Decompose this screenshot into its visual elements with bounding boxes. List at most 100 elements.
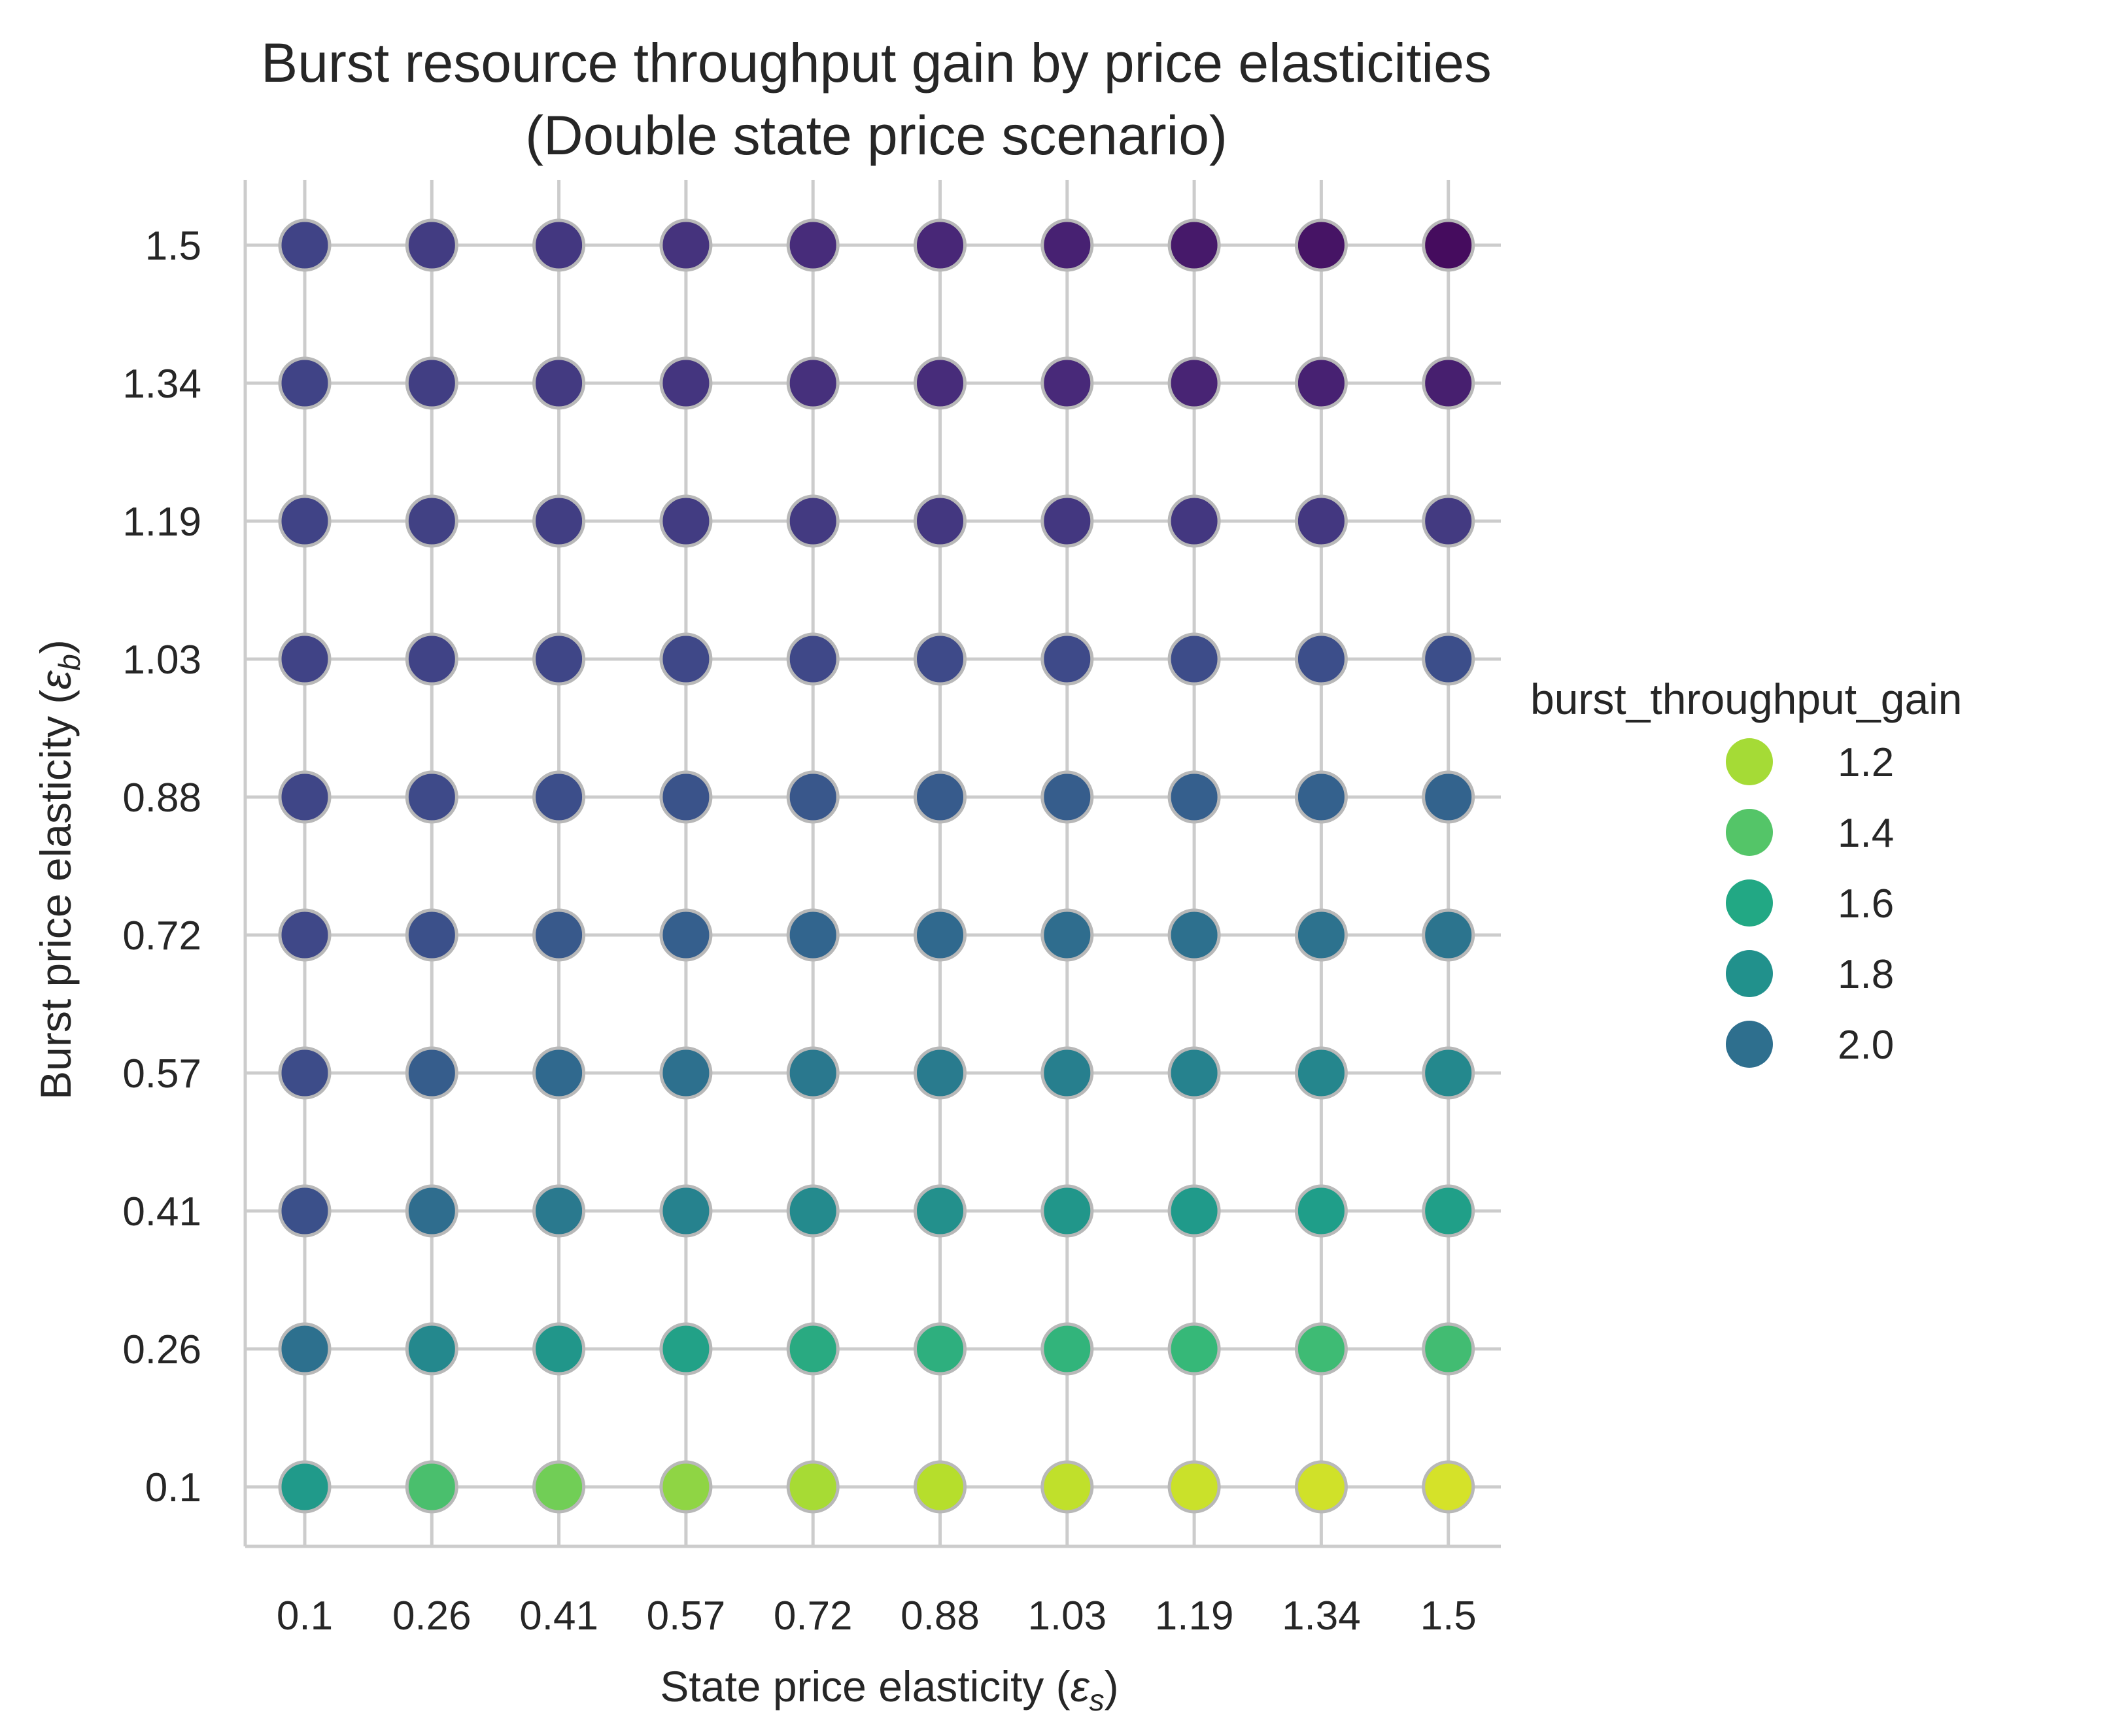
y-tick-label: 1.34	[122, 362, 201, 407]
scatter-point	[532, 1460, 586, 1514]
scatter-point	[914, 1046, 967, 1100]
scatter-point	[914, 356, 967, 410]
scatter-point	[405, 1460, 458, 1514]
chart-title-line1: Burst resource throughput gain by price …	[261, 32, 1492, 94]
scatter-point	[278, 1184, 332, 1238]
scatter-point	[659, 1046, 713, 1100]
scatter-point	[914, 1322, 967, 1376]
x-axis-label: State price elasticity (εs)	[660, 1662, 1118, 1717]
axes-spines	[243, 180, 1501, 1548]
scatter-point	[1422, 1184, 1475, 1238]
scatter-point	[659, 1460, 713, 1514]
scatter-point	[278, 1460, 332, 1514]
scatter-point	[1294, 1460, 1348, 1514]
scatter-point	[786, 908, 840, 962]
scatter-point	[532, 1322, 586, 1376]
y-tick-label: 0.41	[122, 1189, 201, 1234]
legend-label: 1.2	[1838, 740, 1894, 785]
legend-label: 1.6	[1838, 881, 1894, 927]
scatter-point	[278, 356, 332, 410]
legend-marker	[1726, 1021, 1773, 1068]
scatter-point	[405, 356, 458, 410]
y-tick-label: 0.57	[122, 1051, 201, 1097]
scatter-point	[405, 1184, 458, 1238]
scatter-point	[1040, 356, 1094, 410]
scatter-point	[1167, 218, 1221, 272]
x-tick-label: 1.03	[1027, 1593, 1107, 1639]
scatter-point	[532, 632, 586, 686]
scatter-point	[786, 1184, 840, 1238]
y-tick-labels: 0.1 0.26 0.41 0.57 0.72 0.88 1.03 1.19 1.34 1.5	[122, 224, 201, 1510]
scatter-point	[659, 1322, 713, 1376]
scatter-point	[914, 1184, 967, 1238]
scatter-point	[1422, 1322, 1475, 1376]
scatter-point	[278, 1046, 332, 1100]
scatter-point	[1294, 632, 1348, 686]
scatter-point	[1167, 1046, 1221, 1100]
scatter-point	[278, 494, 332, 548]
scatter-point	[786, 218, 840, 272]
scatter-point	[1294, 1322, 1348, 1376]
data-points	[278, 218, 1475, 1514]
scatter-point	[1040, 1046, 1094, 1100]
scatter-point	[278, 218, 332, 272]
scatter-point	[1040, 1460, 1094, 1514]
scatter-point	[405, 632, 458, 686]
scatter-point	[1422, 1460, 1475, 1514]
scatter-point	[1422, 356, 1475, 410]
scatter-point	[532, 218, 586, 272]
x-tick-label: 1.5	[1420, 1593, 1477, 1639]
scatter-point	[1040, 494, 1094, 548]
scatter-point	[1422, 632, 1475, 686]
scatter-point	[914, 218, 967, 272]
scatter-point	[1294, 494, 1348, 548]
scatter-point	[786, 632, 840, 686]
y-tick-label: 1.03	[122, 638, 201, 683]
legend-label: 2.0	[1838, 1023, 1894, 1068]
scatter-point	[1294, 908, 1348, 962]
scatter-point	[659, 494, 713, 548]
legend-marker	[1726, 809, 1773, 856]
scatter-point	[914, 632, 967, 686]
legend-label: 1.8	[1838, 952, 1894, 997]
scatter-point	[278, 770, 332, 824]
x-tick-label: 0.57	[647, 1593, 726, 1639]
legend-marker	[1726, 950, 1773, 997]
scatter-point	[405, 1322, 458, 1376]
scatter-point	[914, 770, 967, 824]
scatter-point	[1040, 1184, 1094, 1238]
y-tick-label: 1.19	[122, 500, 201, 545]
scatter-point	[532, 908, 586, 962]
scatter-point	[1167, 1322, 1221, 1376]
x-tick-label: 0.72	[774, 1593, 853, 1639]
chart-title-line2: (Double state price scenario)	[525, 105, 1227, 166]
scatter-point	[1040, 632, 1094, 686]
scatter-point	[405, 494, 458, 548]
scatter-point	[914, 908, 967, 962]
scatter-point	[786, 1046, 840, 1100]
legend-label: 1.4	[1838, 811, 1894, 856]
legend-entries: 1.2 1.4 1.6 1.8 2.0	[1726, 738, 1894, 1068]
scatter-point	[659, 908, 713, 962]
x-tick-labels: 0.1 0.26 0.41 0.57 0.72 0.88 1.03 1.19 1.34 1.5	[277, 1593, 1477, 1639]
scatter-point	[1167, 908, 1221, 962]
scatter-point	[1040, 770, 1094, 824]
scatter-point	[786, 1322, 840, 1376]
scatter-point	[659, 632, 713, 686]
scatter-point	[1167, 770, 1221, 824]
scatter-point	[786, 356, 840, 410]
x-tick-label: 1.19	[1155, 1593, 1234, 1639]
scatter-point	[1040, 1322, 1094, 1376]
legend: burst_throughput_gain 1.2 1.4 1.6 1.8 2.0	[1530, 675, 1963, 1068]
scatter-point	[532, 356, 586, 410]
scatter-point	[786, 770, 840, 824]
scatter-point	[1422, 218, 1475, 272]
scatter-point	[659, 770, 713, 824]
scatter-point	[1422, 908, 1475, 962]
scatter-point	[405, 908, 458, 962]
scatter-point	[659, 1184, 713, 1238]
scatter-point	[659, 356, 713, 410]
scatter-point	[1167, 1184, 1221, 1238]
scatter-point	[532, 1046, 586, 1100]
